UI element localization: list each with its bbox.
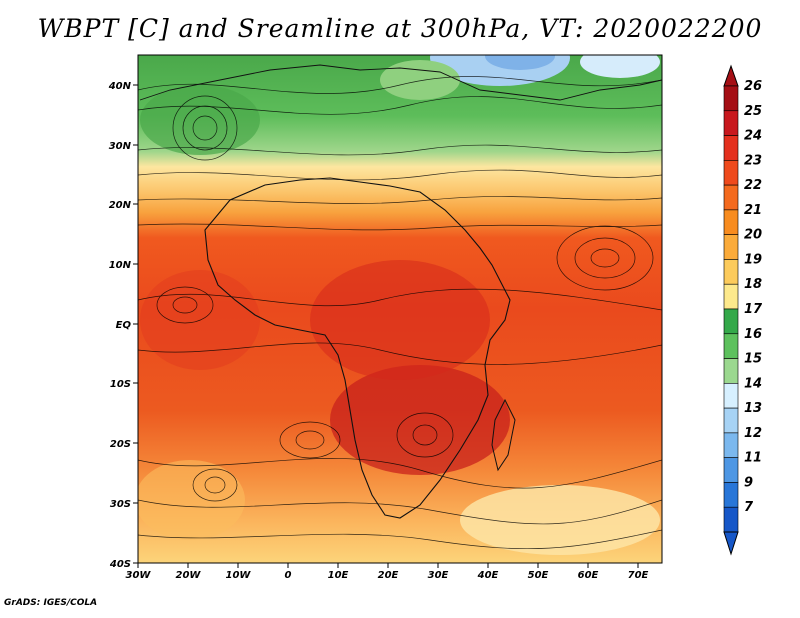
colorbar-label: 18 — [744, 277, 762, 292]
colorbar-swatch — [723, 259, 739, 285]
colorbar-swatch — [723, 333, 739, 359]
lat-label: 10S — [110, 379, 131, 390]
lat-label: 20S — [110, 439, 131, 450]
colorbar-swatch — [723, 234, 739, 260]
lon-label: 30E — [428, 570, 449, 581]
colorbar-arrow-bottom — [723, 531, 739, 556]
map-title: WBPT [C] and Sreamline at 300hPa, VT: 20… — [37, 14, 763, 43]
grads-credit: GrADS: IGES/COLA — [4, 598, 98, 608]
lon-label: 10E — [328, 570, 349, 581]
colorbar-label: 12 — [744, 426, 762, 441]
colorbar-swatch — [723, 407, 739, 434]
colorbar-label: 13 — [744, 401, 762, 416]
colorbar-label: 21 — [744, 203, 762, 218]
lon-label: 0 — [285, 570, 292, 581]
lat-label: 30S — [110, 499, 131, 510]
colorbar-swatch — [723, 358, 739, 384]
coastline — [204, 177, 511, 519]
axis-ticks — [133, 84, 639, 568]
lon-label: 40E — [477, 570, 499, 581]
colorbar-swatch — [723, 160, 739, 186]
colorbar-label: 16 — [744, 327, 762, 342]
streamlines — [138, 76, 662, 550]
colorbar-label: 23 — [744, 153, 762, 168]
longitude-labels: 30W 20W 10W 0 10E 20E 30E 40E 50E 60E 70… — [126, 570, 649, 581]
lat-label: 30N — [109, 141, 132, 152]
colorbar-swatch — [723, 110, 739, 136]
colorbar-label: 17 — [744, 302, 763, 317]
colorbar: 26 25 24 23 22 21 20 19 18 17 16 15 14 13 12 11 9 7 — [723, 64, 763, 556]
colorbar-label: 11 — [744, 451, 762, 466]
colorbar-label: 24 — [744, 129, 762, 144]
colorbar-swatch — [723, 135, 739, 161]
colorbar-swatch — [723, 457, 739, 483]
colorbar-label: 14 — [744, 376, 762, 391]
colorbar-swatch — [723, 482, 739, 508]
colorbar-swatch — [723, 506, 739, 533]
colorbar-swatch — [723, 432, 739, 458]
lon-label: 20E — [378, 570, 399, 581]
colorbar-label: 22 — [744, 178, 762, 193]
colorbar-swatch — [723, 283, 739, 310]
lat-label: 10N — [109, 260, 132, 271]
colorbar-label: 20 — [744, 228, 762, 243]
colorbar-swatch — [723, 85, 739, 112]
lon-label: 30W — [126, 570, 152, 581]
colorbar-label: 9 — [744, 475, 753, 490]
colorbar-label: 19 — [744, 252, 762, 267]
colorbar-swatch — [723, 383, 739, 409]
lat-label: EQ — [116, 320, 132, 331]
colorbar-swatch — [723, 308, 739, 335]
colorbar-label: 25 — [744, 104, 762, 119]
lon-label: 70E — [628, 570, 649, 581]
lon-label: 20W — [176, 570, 202, 581]
map-frame — [137, 54, 663, 564]
map-plot-area — [138, 55, 662, 563]
lat-label: 40N — [108, 81, 132, 92]
lon-label: 10W — [226, 570, 252, 581]
colorbar-arrow-top — [723, 64, 739, 87]
lat-label: 40S — [109, 559, 131, 570]
colorbar-swatch — [723, 184, 739, 211]
colorbar-swatch — [723, 209, 739, 235]
colorbar-label: 15 — [744, 352, 762, 367]
latitude-labels: 40N 30N 20N 10N EQ 10S 20S 30S 40S — [108, 81, 132, 570]
lon-label: 50E — [528, 570, 549, 581]
lon-label: 60E — [578, 570, 599, 581]
lat-label: 20N — [109, 200, 132, 211]
colorbar-label: 26 — [744, 79, 762, 94]
colorbar-label: 7 — [744, 500, 754, 515]
